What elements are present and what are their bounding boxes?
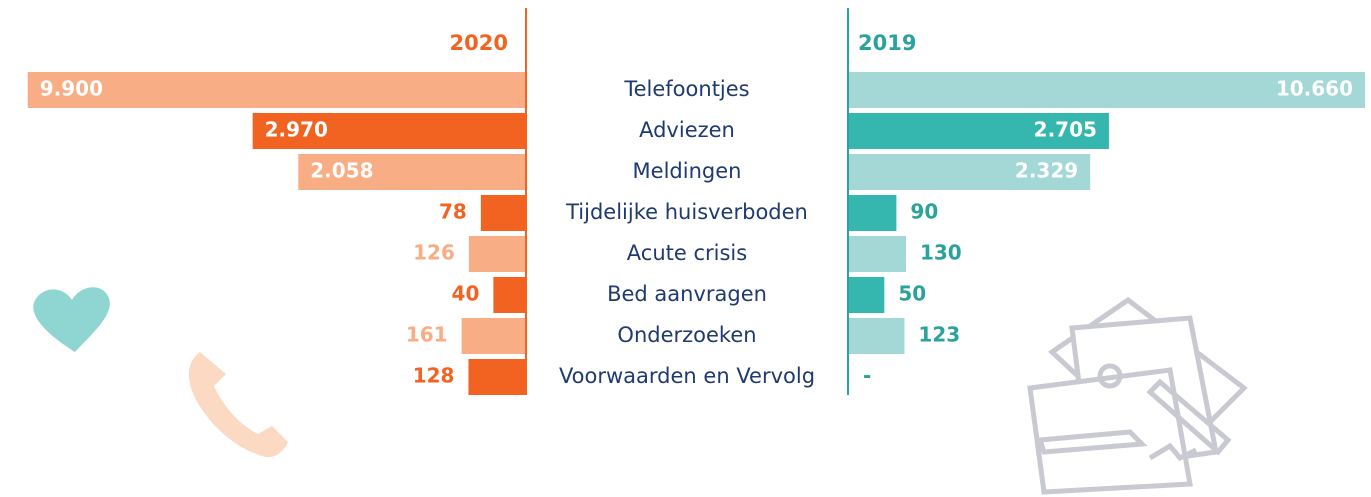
value-label: 123: [918, 323, 960, 347]
bar: [849, 195, 896, 231]
value-label: -: [863, 364, 871, 388]
value-label: 2.970: [265, 118, 328, 142]
category-label: Onderzoeken: [617, 323, 756, 347]
bar: [849, 236, 906, 272]
paper-icon: [1030, 300, 1244, 492]
category-label: Tijdelijke huisverboden: [565, 200, 808, 224]
heart-icon: [33, 287, 109, 352]
value-label: 126: [413, 241, 455, 265]
chart: 2020 2019 Telefoontjes 9.900 10.660 Adviezen 2…: [0, 0, 1371, 497]
series-title: 2019: [858, 31, 916, 55]
category-label: Voorwaarden en Vervolg: [559, 364, 815, 388]
value-label: 50: [898, 282, 926, 306]
value-label: 10.660: [1276, 77, 1353, 101]
value-label: 40: [452, 282, 480, 306]
bar: [849, 318, 904, 354]
decorations: [33, 287, 1244, 492]
category-label: Telefoontjes: [623, 77, 749, 101]
bar: [462, 318, 525, 354]
category-label: Acute crisis: [627, 241, 747, 265]
category-label: Bed aanvragen: [607, 282, 767, 306]
value-label: 78: [439, 200, 467, 224]
value-label: 130: [920, 241, 962, 265]
value-label: 9.900: [40, 77, 103, 101]
bar: [468, 359, 525, 395]
value-label: 2.058: [310, 159, 373, 183]
value-label: 90: [910, 200, 938, 224]
value-label: 128: [413, 364, 455, 388]
category-label: Adviezen: [639, 118, 735, 142]
bar: [481, 195, 525, 231]
bar: [469, 236, 525, 272]
value-label: 2.329: [1015, 159, 1078, 183]
value-label: 2.705: [1034, 118, 1097, 142]
series-title: 2020: [450, 31, 508, 55]
phone-icon: [189, 352, 288, 457]
value-label: 161: [406, 323, 448, 347]
category-label: Meldingen: [633, 159, 742, 183]
bar: [849, 277, 884, 313]
bar: [493, 277, 525, 313]
